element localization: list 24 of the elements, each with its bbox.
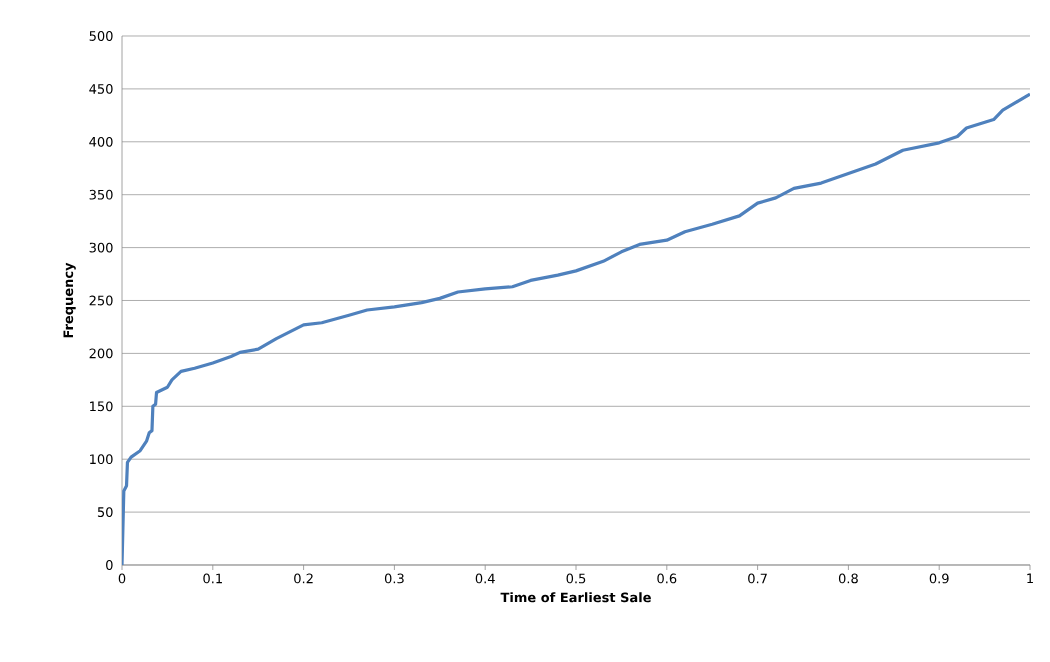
y-tick-label: 0 — [106, 560, 113, 570]
x-tick-label: 0.1 — [203, 573, 222, 584]
x-tick-label: 0.5 — [566, 573, 586, 584]
y-axis-title: Frequency — [63, 262, 76, 338]
y-tick-label: 300 — [89, 242, 113, 253]
y-tick-label: 150 — [90, 401, 113, 412]
x-tick-label: 0.6 — [657, 573, 677, 584]
x-axis-title: Time of Earliest Sale — [500, 592, 651, 603]
y-tick-label: 250 — [89, 295, 113, 306]
x-tick-label: 0.7 — [748, 573, 767, 584]
x-tick-label: 0.8 — [838, 573, 858, 584]
x-tick-label: 0.2 — [294, 573, 313, 584]
x-tick-label: 0.9 — [929, 573, 949, 584]
x-tick-label: 1 — [1027, 573, 1033, 584]
x-tick-label: 0.3 — [384, 573, 404, 584]
y-tick-label: 50 — [97, 507, 113, 518]
y-tick-label: 100 — [90, 454, 113, 465]
y-tick-label: 350 — [89, 189, 113, 200]
x-tick-label: 0.4 — [475, 573, 495, 584]
y-tick-label: 200 — [89, 348, 113, 359]
y-tick-label: 500 — [89, 31, 113, 41]
y-tick-label: 450 — [89, 83, 113, 94]
y-tick-label: 400 — [89, 136, 113, 147]
x-tick-label: 0 — [118, 573, 126, 584]
